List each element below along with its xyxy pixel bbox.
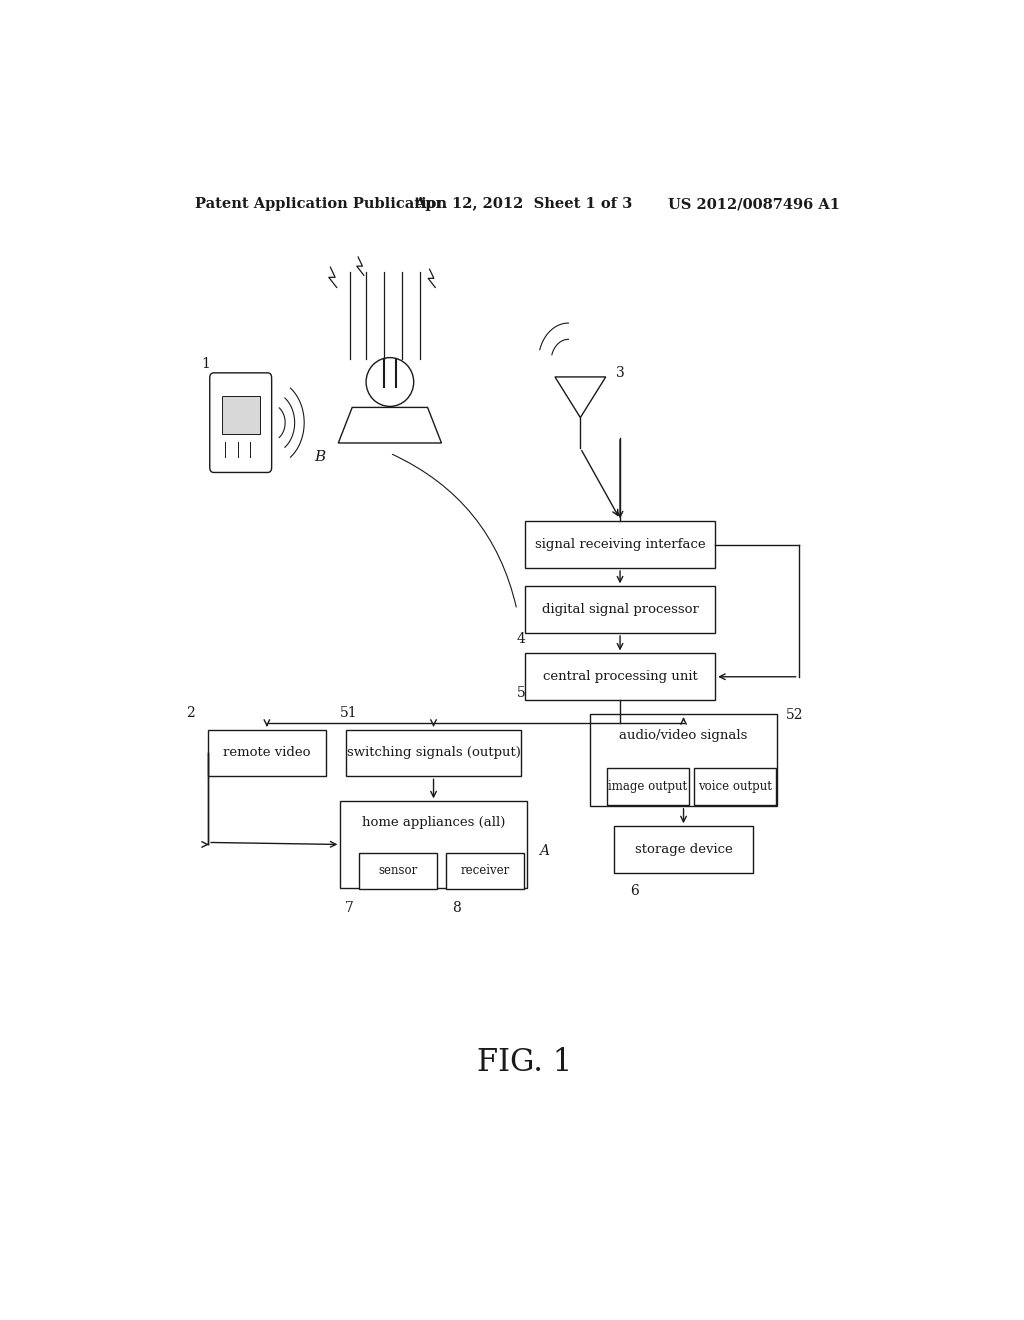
Text: 7: 7 — [345, 900, 353, 915]
Text: signal receiving interface: signal receiving interface — [535, 539, 706, 552]
FancyBboxPatch shape — [221, 396, 260, 434]
FancyBboxPatch shape — [208, 730, 326, 776]
Text: receiver: receiver — [461, 865, 510, 878]
Text: voice output: voice output — [698, 780, 772, 793]
Text: switching signals (output): switching signals (output) — [346, 747, 520, 759]
Text: home appliances (all): home appliances (all) — [361, 816, 505, 829]
FancyBboxPatch shape — [524, 653, 715, 700]
FancyBboxPatch shape — [340, 801, 526, 887]
Text: Apr. 12, 2012  Sheet 1 of 3: Apr. 12, 2012 Sheet 1 of 3 — [414, 197, 632, 211]
Text: 5: 5 — [517, 686, 525, 700]
Text: 51: 51 — [340, 706, 357, 721]
Text: 1: 1 — [202, 356, 211, 371]
FancyBboxPatch shape — [607, 768, 689, 805]
FancyBboxPatch shape — [524, 586, 715, 634]
FancyBboxPatch shape — [590, 714, 777, 805]
Text: A: A — [539, 843, 549, 858]
FancyBboxPatch shape — [446, 853, 524, 890]
Text: 3: 3 — [616, 366, 625, 380]
Text: audio/video signals: audio/video signals — [620, 729, 748, 742]
Text: 52: 52 — [786, 709, 804, 722]
FancyBboxPatch shape — [614, 826, 753, 873]
FancyBboxPatch shape — [524, 521, 715, 568]
Text: B: B — [314, 450, 326, 465]
Text: storage device: storage device — [635, 843, 732, 857]
FancyBboxPatch shape — [359, 853, 436, 890]
FancyBboxPatch shape — [694, 768, 776, 805]
Text: Patent Application Publication: Patent Application Publication — [196, 197, 447, 211]
Text: sensor: sensor — [378, 865, 418, 878]
Text: US 2012/0087496 A1: US 2012/0087496 A1 — [668, 197, 840, 211]
Text: central processing unit: central processing unit — [543, 671, 697, 684]
Text: FIG. 1: FIG. 1 — [477, 1048, 572, 1078]
Text: 4: 4 — [517, 632, 525, 647]
Text: digital signal processor: digital signal processor — [542, 603, 698, 616]
Text: 6: 6 — [630, 884, 639, 899]
Text: 8: 8 — [453, 900, 462, 915]
FancyBboxPatch shape — [210, 372, 271, 473]
FancyBboxPatch shape — [346, 730, 521, 776]
Text: remote video: remote video — [223, 747, 310, 759]
Text: 2: 2 — [186, 706, 195, 721]
Text: image output: image output — [608, 780, 687, 793]
